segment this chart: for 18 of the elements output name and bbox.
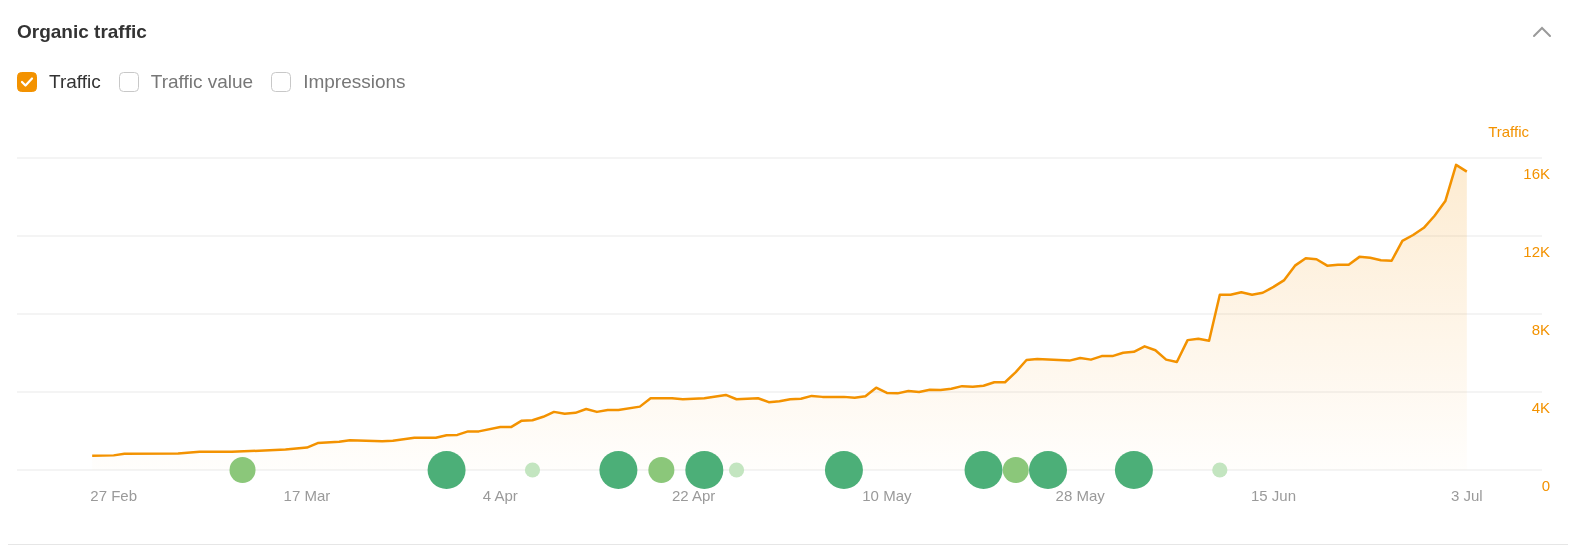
text: Impressions <box>303 71 406 93</box>
y-tick-label: 4K <box>1531 399 1550 416</box>
y-tick-label: 0 <box>1541 477 1550 494</box>
x-tick-label: 27 Feb <box>90 486 138 504</box>
x-tick-label: 4 Apr <box>482 486 518 504</box>
x-tick-label: 10 May <box>862 486 912 504</box>
legend-label: Traffic <box>49 71 101 93</box>
y-tick-label: 12K <box>1523 243 1550 260</box>
text: Traffic value <box>150 71 254 93</box>
chart-title: Organic traffic <box>17 21 147 43</box>
y-axis-title: Traffic <box>1488 123 1529 140</box>
x-tick-label: 22 Apr <box>671 486 716 504</box>
y-tick-label: 8K <box>1531 321 1550 338</box>
y-tick-label: 16K <box>1523 165 1550 182</box>
x-tick-label: 28 May <box>1055 486 1106 504</box>
x-tick-label: 15 Jun <box>1250 486 1297 504</box>
x-tick-label: 17 Mar <box>283 486 331 504</box>
x-tick-label: 3 Jul <box>1450 486 1483 504</box>
